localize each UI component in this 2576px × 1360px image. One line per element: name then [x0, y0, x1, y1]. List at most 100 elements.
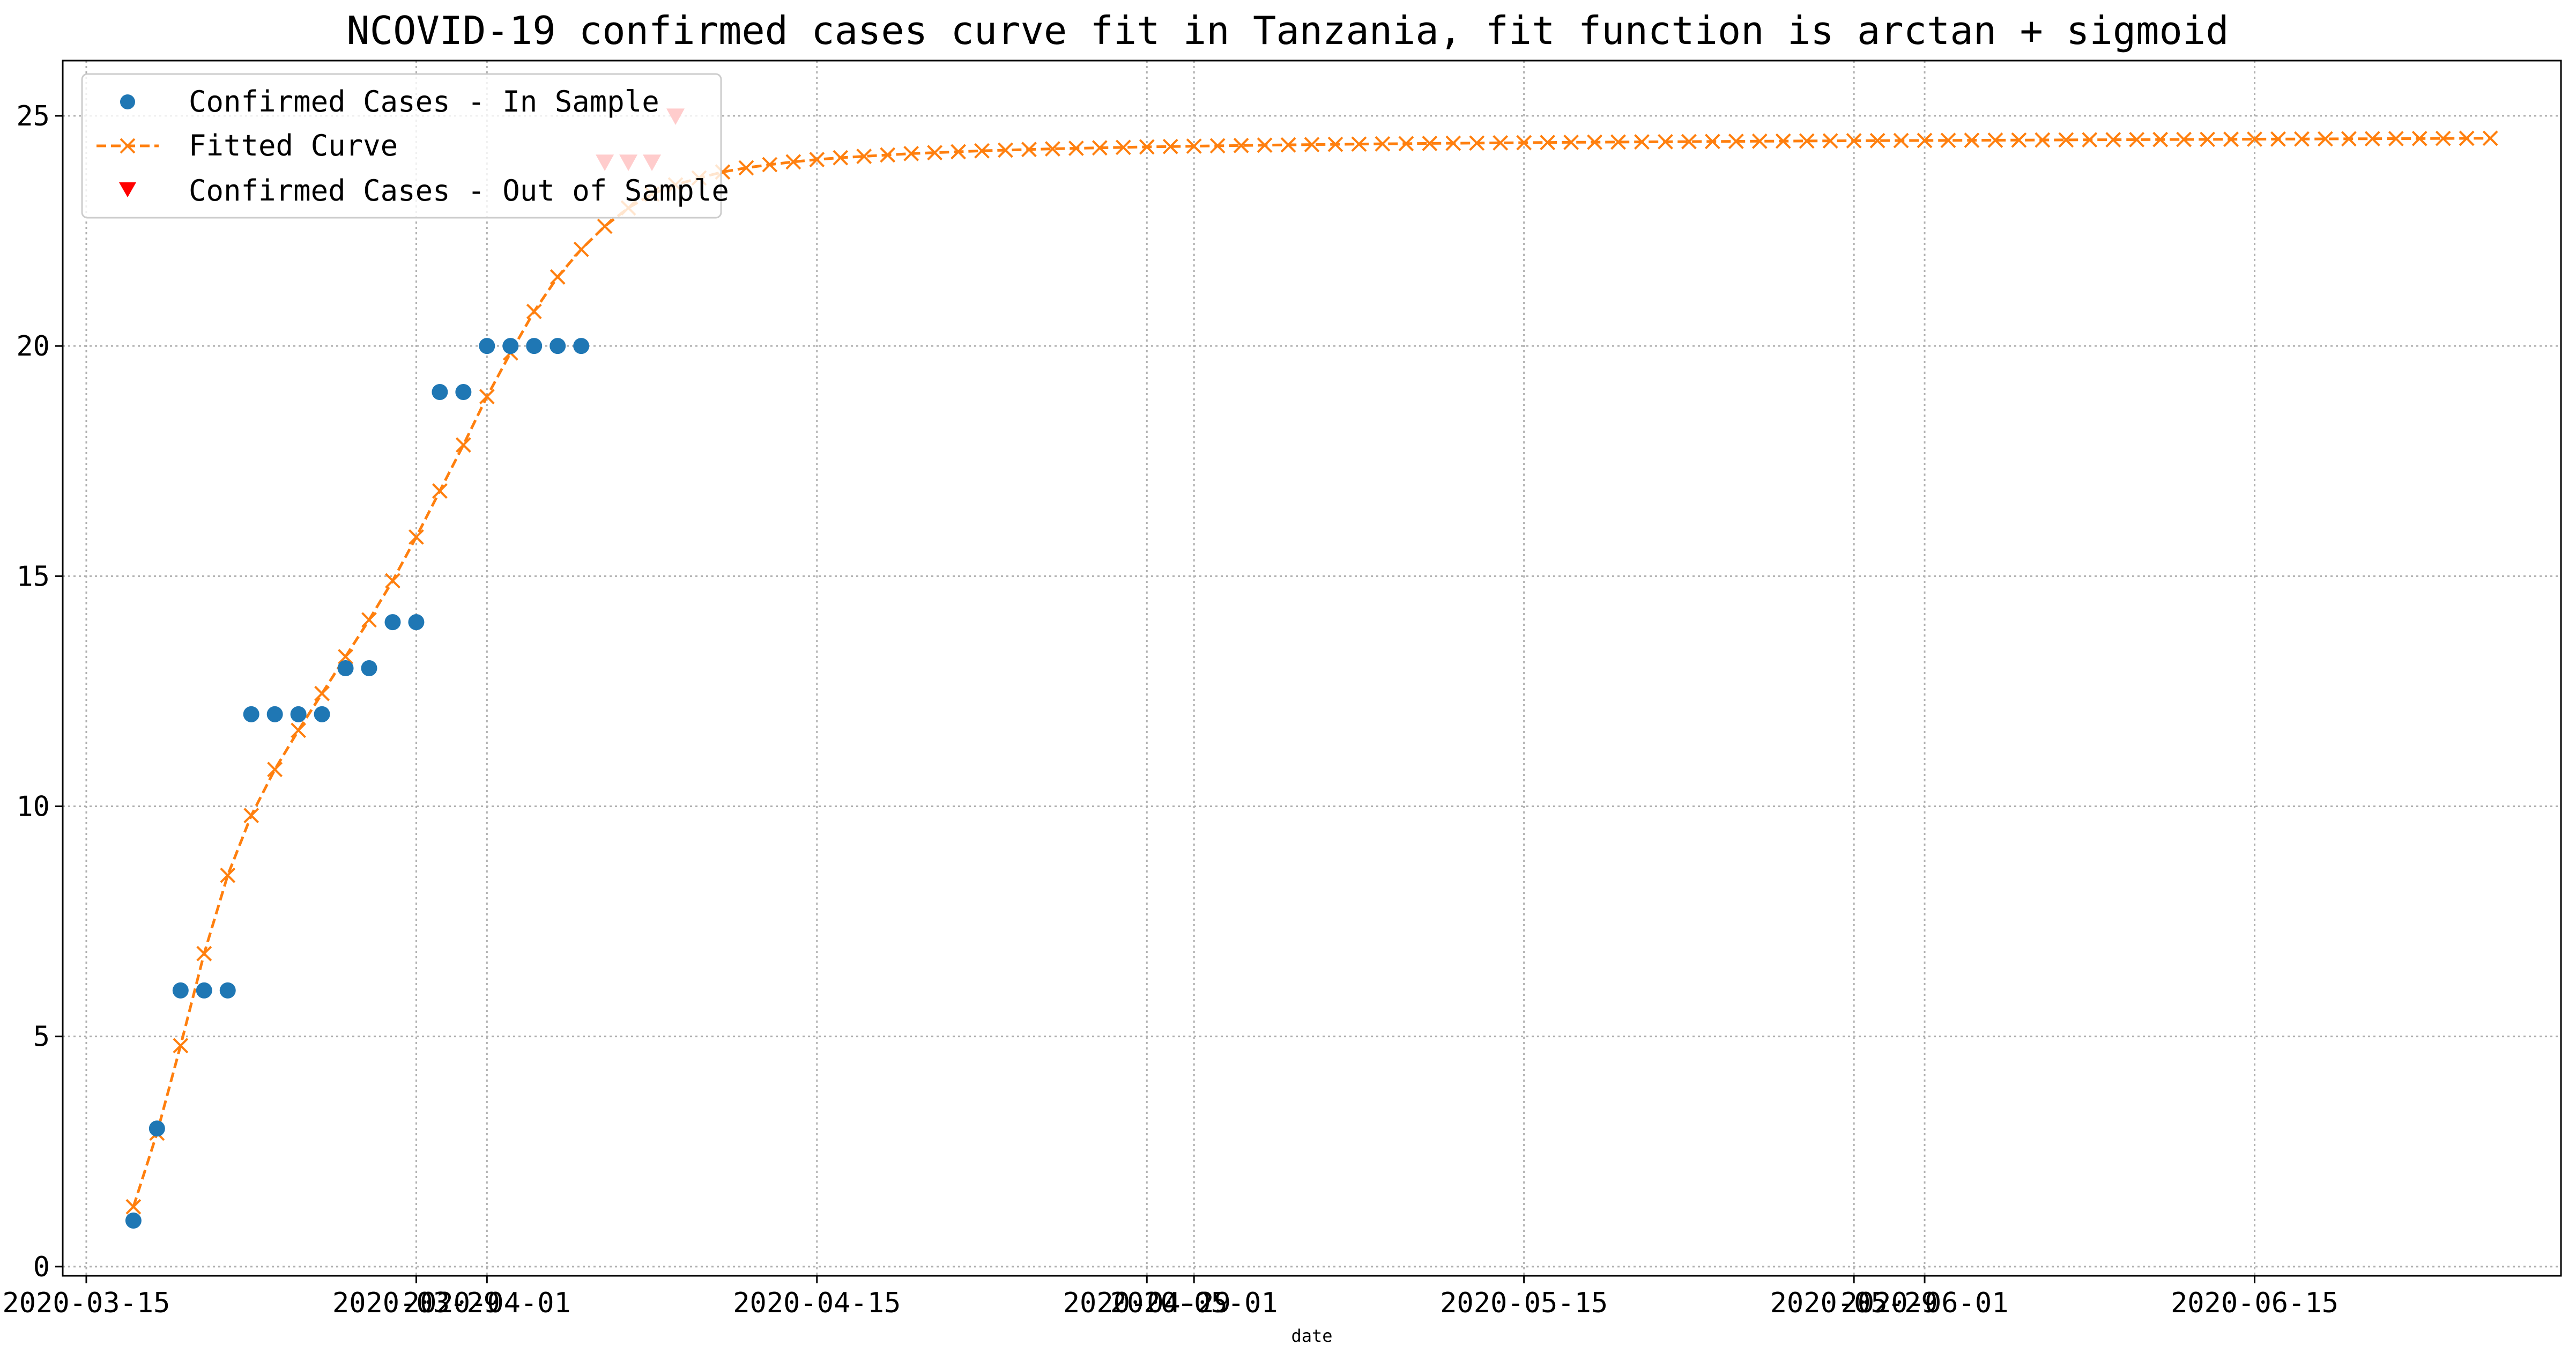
fitted-curve-point — [550, 269, 566, 285]
fitted-curve-point — [1162, 138, 1178, 154]
fitted-curve-point — [762, 157, 778, 173]
in-sample-point — [384, 614, 401, 631]
fitted-curve-point — [1775, 133, 1791, 149]
fitted-curve-point — [2011, 132, 2027, 148]
fitted-curve-point — [1139, 139, 1155, 155]
fitted-curve-point — [927, 145, 943, 161]
fitted-curve-point — [1658, 134, 1673, 150]
fitted-curve-point — [738, 160, 754, 176]
fitted-curve-point — [1186, 138, 1202, 154]
in-sample-point — [243, 706, 259, 722]
fitted-curve-point — [1045, 141, 1060, 157]
in-sample-point — [290, 706, 307, 722]
in-sample-point — [149, 1120, 165, 1137]
fitted-curve-point — [385, 573, 400, 589]
fitted-curve-point — [573, 241, 589, 257]
grid — [63, 61, 2561, 1276]
fitted-curve-point — [1610, 134, 1626, 150]
fitted-curve-point — [2270, 131, 2286, 147]
fitted-curve-point — [1964, 132, 1980, 148]
x-axis-label: date — [1291, 1326, 1332, 1346]
fitted-curve-point — [526, 304, 542, 320]
in-sample-point — [219, 982, 236, 999]
in-sample-point — [361, 660, 377, 676]
in-sample-point — [196, 982, 212, 999]
fitted-curve-point — [1351, 136, 1367, 152]
x-tick-label: 2020-03-29 — [332, 1287, 500, 1319]
fitted-curve-point — [1092, 140, 1108, 156]
x-tick-label: 2020-05-15 — [1440, 1287, 1608, 1319]
fitted-curve-point — [2294, 131, 2310, 147]
fitted-curve-point — [998, 142, 1013, 158]
x-tick-label: 2020-05-01 — [1110, 1287, 1278, 1319]
fitted-curve-point — [1068, 141, 1084, 156]
fitted-curve-point — [2176, 131, 2192, 147]
y-tick-label: 25 — [16, 100, 50, 132]
fitted-curve-point — [2200, 131, 2215, 147]
fitted-curve-point — [267, 762, 283, 778]
fitted-curve-point — [2035, 132, 2051, 148]
fitted-curve-point — [2341, 131, 2357, 147]
x-tick-label: 2020-03-15 — [2, 1287, 170, 1319]
fitted-curve-point — [2223, 131, 2239, 147]
fitted-curve-point — [833, 150, 849, 166]
y-tick-label: 10 — [16, 791, 50, 823]
fitted-curve-point — [1799, 133, 1815, 149]
fitted-curve-point — [361, 612, 377, 628]
fitted-curve-point — [1115, 139, 1131, 156]
legend: Confirmed Cases - In Sample Fitted Curve… — [81, 73, 729, 219]
fitted-curve-point — [597, 218, 613, 234]
fitted-curve-layer — [125, 130, 2498, 1215]
x-tick-label: 2020-06-15 — [2171, 1287, 2339, 1319]
in-sample-point — [573, 338, 590, 354]
fitted-curve-point — [2247, 131, 2262, 147]
in-sample-point — [455, 384, 472, 400]
fitted-curve-point — [455, 437, 471, 453]
x-tick-label: 2020-04-01 — [403, 1287, 571, 1319]
fitted-curve-point — [1469, 135, 1485, 151]
legend-marker-in-sample — [120, 94, 135, 109]
fitted-curve-point — [173, 1038, 189, 1054]
in-sample-point — [526, 338, 543, 354]
in-sample-point — [408, 614, 425, 631]
fitted-curve-point — [2105, 132, 2121, 147]
in-sample-point — [266, 706, 283, 722]
fitted-curve-point — [2411, 130, 2427, 146]
y-tick-label: 0 — [33, 1251, 50, 1283]
x-tick-label: 2020-04-15 — [733, 1287, 901, 1319]
in-sample-point — [432, 384, 448, 400]
fitted-curve-point — [1257, 137, 1273, 153]
fitted-curve-point — [785, 154, 801, 170]
fitted-curve-point — [1987, 132, 2003, 148]
fitted-curve-point — [220, 867, 236, 883]
fitted-curve-point — [2152, 131, 2169, 147]
y-axis-ticks: 0 5 10 15 20 25 — [16, 100, 63, 1283]
fitted-curve-point — [314, 685, 330, 701]
y-tick-label: 5 — [33, 1021, 50, 1053]
fitted-curve-point — [1280, 137, 1296, 153]
fitted-curve-point — [1869, 132, 1885, 149]
fitted-curve-point — [2482, 130, 2498, 146]
fitted-curve-point — [243, 808, 259, 824]
fitted-curve-point — [1563, 134, 1579, 150]
fitted-curve-point — [1751, 133, 1768, 149]
fitted-curve-point — [1728, 134, 1744, 149]
fitted-curve-point — [2388, 131, 2404, 146]
fitted-curve-point — [432, 483, 448, 499]
fitted-curve-line — [132, 137, 2491, 1208]
x-tick-label: 2020-04-29 — [1063, 1287, 1231, 1319]
in-sample-point — [502, 338, 519, 354]
y-tick-label: 15 — [16, 560, 50, 593]
fitted-curve-point — [1021, 142, 1037, 158]
fitted-curve-point — [2317, 131, 2333, 147]
fitted-curve-point — [903, 145, 919, 161]
fitted-curve-point — [1681, 134, 1697, 150]
fitted-curve-point — [1587, 134, 1602, 150]
fitted-curve-point — [1940, 132, 1956, 149]
in-sample-point — [125, 1213, 142, 1229]
fitted-curve-point — [951, 144, 966, 160]
fitted-curve-point — [1822, 133, 1838, 149]
fitted-curve-point — [1327, 136, 1343, 152]
